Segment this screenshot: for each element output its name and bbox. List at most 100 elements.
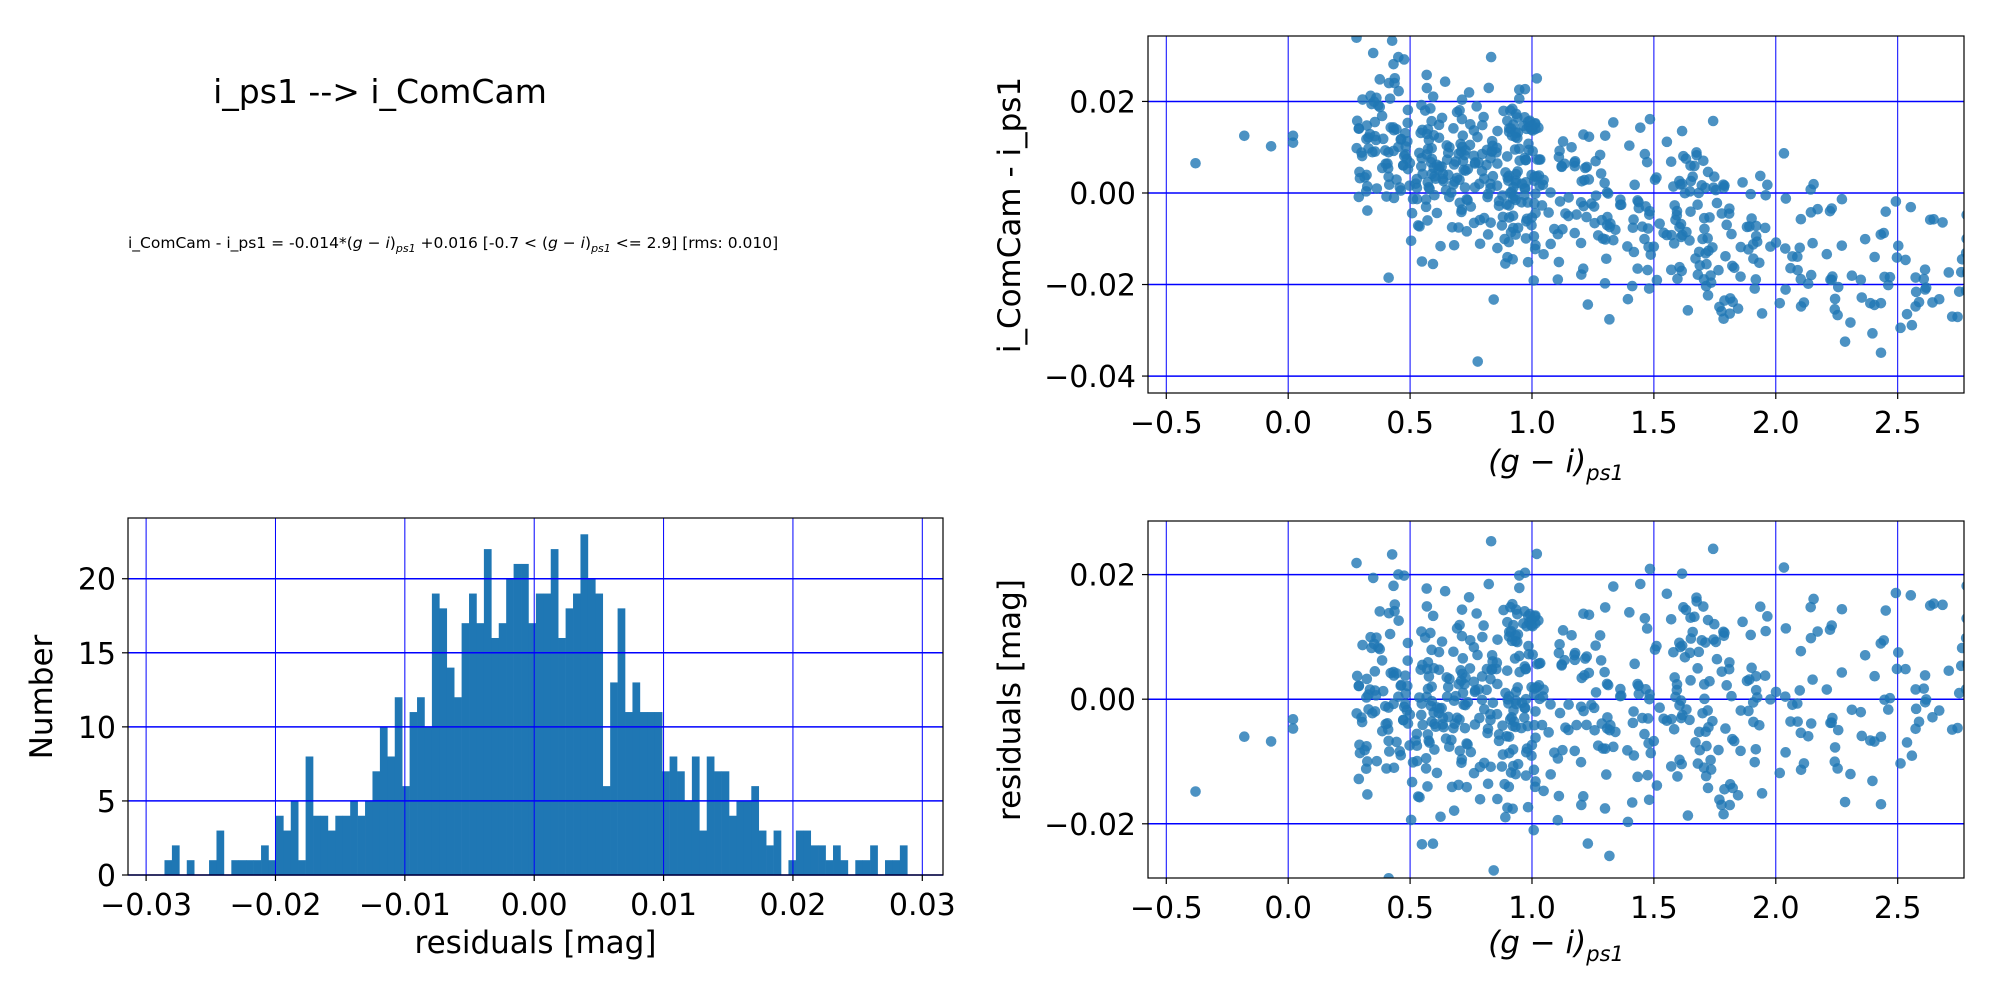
scatter-point [1760, 625, 1772, 637]
scatter-point [1397, 714, 1409, 726]
scatter-point [1661, 588, 1673, 600]
scatter-point [1719, 783, 1730, 795]
scatter-point [1624, 607, 1635, 618]
scatter-point [1643, 283, 1655, 294]
scatter-point [1743, 705, 1754, 717]
scatter-point [1554, 707, 1566, 719]
scatter-point [1434, 703, 1445, 714]
y-tick-label: 15 [78, 637, 116, 672]
scatter-point [1702, 233, 1713, 244]
scatter-point [1808, 593, 1819, 605]
scatter-point [1865, 297, 1876, 309]
histogram-bar [171, 845, 180, 875]
scatter-point [1702, 782, 1714, 794]
scatter-point [1749, 756, 1761, 768]
scatter-point [1507, 803, 1519, 815]
scatter-point [1448, 646, 1459, 658]
histogram-bar [580, 534, 589, 875]
scatter-point [1946, 311, 1958, 322]
scatter-point [1918, 273, 1930, 285]
scatter-point [1575, 756, 1587, 768]
scatter-point [1779, 691, 1791, 702]
histogram-bar [409, 712, 418, 875]
scatter-point [1960, 684, 1964, 695]
scatter-point [1586, 699, 1597, 711]
scatter-point [1579, 162, 1591, 174]
scatter-point [1383, 702, 1394, 713]
scatter-point [1501, 151, 1513, 162]
x-tick-label: 0.02 [760, 888, 827, 923]
scatter-point [1629, 658, 1640, 670]
scatter-point [1563, 192, 1574, 203]
scatter-point [1406, 207, 1418, 219]
eq-color-sub: ps1 [395, 242, 416, 256]
scatter-point [1735, 271, 1746, 282]
scatter-point [1807, 674, 1818, 685]
scatter-point [1836, 193, 1848, 205]
scatter-point [1367, 572, 1379, 584]
scatter-point [1482, 229, 1494, 240]
scatter-point [1388, 762, 1400, 774]
scatter-point [1846, 704, 1858, 716]
scatter-point [1553, 256, 1565, 268]
scatter-point [1415, 664, 1426, 675]
scatter-point [1726, 690, 1737, 702]
histogram-bar [320, 815, 329, 875]
scatter-point [1519, 83, 1531, 95]
scatter-point [1393, 51, 1404, 63]
scatter-point [1628, 214, 1639, 225]
scatter-point [1639, 613, 1651, 624]
scatter-point [1509, 144, 1521, 155]
scatter-point [1709, 171, 1720, 182]
x-tick-label: −0.01 [359, 888, 451, 923]
scatter-point [1519, 183, 1531, 194]
histogram-bar [491, 637, 500, 875]
scatter-point [1658, 713, 1669, 725]
scatter-point [1417, 719, 1428, 731]
scatter-point [1287, 723, 1299, 734]
scatter-point [1626, 280, 1638, 292]
y-tick-label: 10 [78, 711, 116, 746]
scatter-point [1644, 113, 1656, 125]
scatter-point [1720, 723, 1731, 734]
scatter-point [1943, 267, 1955, 278]
scatter-point [1469, 685, 1481, 696]
scatter-point [1448, 239, 1460, 251]
scatter-point [1910, 723, 1921, 735]
scatter-point [1642, 223, 1654, 234]
scatter-point [1624, 140, 1635, 151]
scatter-point [1792, 698, 1803, 709]
scatter-point [1576, 269, 1587, 280]
scatter-point [1448, 805, 1460, 816]
scatter-point [1779, 243, 1791, 254]
scatter-point [1599, 666, 1610, 678]
scatter-point [1522, 256, 1534, 268]
scatter-point [1745, 629, 1757, 641]
scatter-point [1878, 227, 1890, 239]
scatter-point [1590, 190, 1602, 201]
scatter-point [1525, 620, 1537, 631]
scatter-point [1901, 737, 1913, 748]
scatter-point [1556, 659, 1568, 670]
scatter-point [1750, 670, 1762, 682]
scatter-point [1709, 618, 1720, 630]
histogram-bar [483, 549, 492, 875]
scatter-point [1910, 286, 1922, 298]
scatter-point [1716, 666, 1728, 677]
scatter-point [1503, 626, 1515, 638]
scatter-point [1523, 648, 1535, 660]
scatter-point [1491, 142, 1503, 154]
scatter-point [1543, 207, 1554, 218]
scatter-point [1360, 186, 1372, 197]
scatter-point [1357, 639, 1368, 651]
scatter-point [1645, 747, 1657, 759]
scatter-point [1692, 269, 1704, 281]
scatter-point [1668, 646, 1679, 658]
scatter-point [1705, 754, 1716, 766]
scatter-point [1682, 305, 1694, 316]
scatter-point [1265, 736, 1277, 747]
scatter-point [1492, 125, 1503, 137]
scatter-point [1805, 269, 1817, 281]
scatter-point [1456, 630, 1468, 642]
histogram-bar [261, 845, 269, 875]
